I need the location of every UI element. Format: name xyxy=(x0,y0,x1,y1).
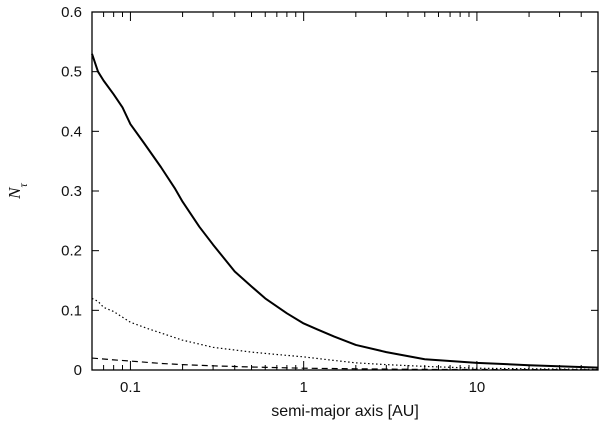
ticks-group xyxy=(91,11,599,371)
y-tick-label: 0.6 xyxy=(61,4,82,21)
y-axis-label-subscript: τ xyxy=(16,182,30,187)
labels-group: 0 0.1 0.2 0.3 0.4 0.5 0.6 0.1 1 10 xyxy=(61,4,485,396)
series-line-3-dashed xyxy=(91,357,599,371)
x-tick-label: 0.1 xyxy=(120,379,141,396)
y-tick-label: 0.2 xyxy=(61,243,82,260)
series-line-1-solid xyxy=(91,53,599,369)
y-tick-label: 0 xyxy=(74,362,82,379)
x-axis-label: semi-major axis [AU] xyxy=(271,403,419,420)
y-tick-label: 0.5 xyxy=(61,64,82,81)
y-tick-label: 0.4 xyxy=(61,123,82,140)
y-axis-label-main: N xyxy=(5,186,24,200)
y-tick-label: 0.1 xyxy=(61,302,82,319)
y-axis-label: Nτ xyxy=(5,182,30,199)
series-line-2-dotted xyxy=(91,297,599,370)
x-tick-label: 10 xyxy=(469,379,486,396)
y-tick-label: 0.3 xyxy=(61,183,82,200)
x-tick-label: 1 xyxy=(300,379,308,396)
plot-frame xyxy=(91,11,599,371)
series-group xyxy=(91,53,599,371)
